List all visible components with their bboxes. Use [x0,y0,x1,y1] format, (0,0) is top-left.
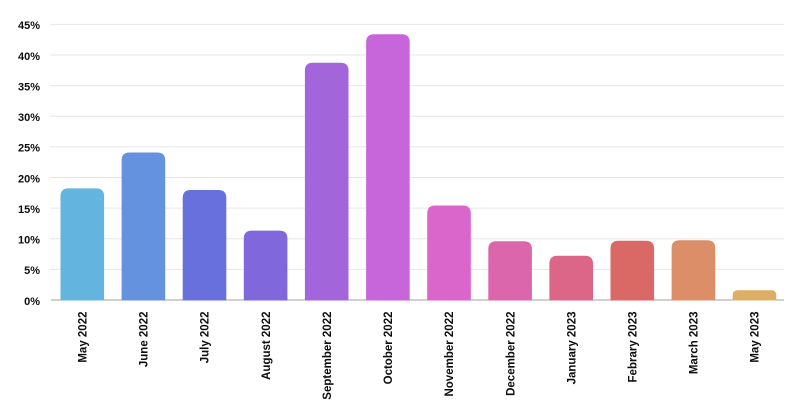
svg-text:35%: 35% [18,81,40,93]
svg-text:November 2022: November 2022 [444,312,456,397]
svg-text:5%: 5% [24,265,40,277]
svg-text:October 2022: October 2022 [383,312,395,385]
svg-text:20%: 20% [18,173,40,185]
svg-text:September 2022: September 2022 [322,312,334,400]
svg-text:40%: 40% [18,51,40,63]
svg-text:30%: 30% [18,112,40,124]
svg-text:May 2022: May 2022 [78,312,90,363]
svg-text:August 2022: August 2022 [261,312,273,380]
svg-text:Febrary 2023: Febrary 2023 [628,312,640,383]
svg-text:25%: 25% [18,143,40,155]
svg-text:June 2022: June 2022 [139,312,151,368]
svg-text:January 2023: January 2023 [566,312,578,385]
svg-text:10%: 10% [18,235,40,247]
svg-text:May 2023: May 2023 [750,312,762,363]
svg-text:45%: 45% [18,20,40,32]
svg-text:March 2023: March 2023 [689,312,701,375]
svg-text:15%: 15% [18,204,40,216]
svg-text:0%: 0% [24,296,40,308]
svg-text:July 2022: July 2022 [200,312,212,364]
svg-text:December 2022: December 2022 [505,312,517,396]
